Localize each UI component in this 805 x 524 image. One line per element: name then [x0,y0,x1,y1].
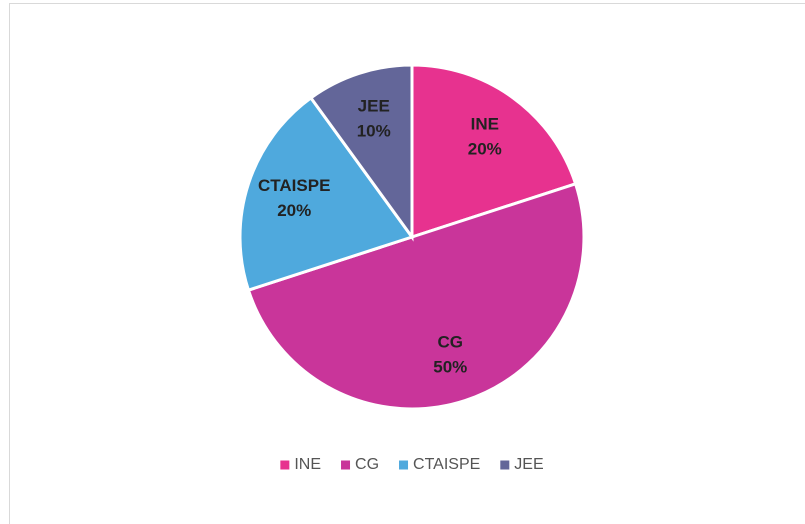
pie-slice [308,63,414,242]
slice-label: JEE [358,97,390,116]
legend-label: CTAISPE [413,456,480,473]
legend-swatch [280,460,290,470]
legend-label: CG [355,456,379,473]
slice-value-label: 10% [357,122,391,141]
slice-label: INE [471,114,499,133]
pie-slice [238,95,415,293]
legend-swatch [341,460,351,470]
slice-value-label: 50% [433,357,467,376]
legend-swatch [500,460,510,470]
pie-slice [246,181,586,411]
pie: INE 20% CG 50% CTAISPE 20% JEE 10% [238,63,586,411]
slice-label: CTAISPE [258,176,330,195]
legend-swatch [399,460,409,470]
pie-slice [410,63,578,240]
slice-label: CG [438,332,464,351]
slice-value-label: 20% [277,201,311,220]
legend-label: INE [294,456,321,473]
legend-label: JEE [514,456,543,473]
slice-value-label: 20% [468,139,502,158]
legend: INE CG CTAISPE JEE [280,456,544,473]
